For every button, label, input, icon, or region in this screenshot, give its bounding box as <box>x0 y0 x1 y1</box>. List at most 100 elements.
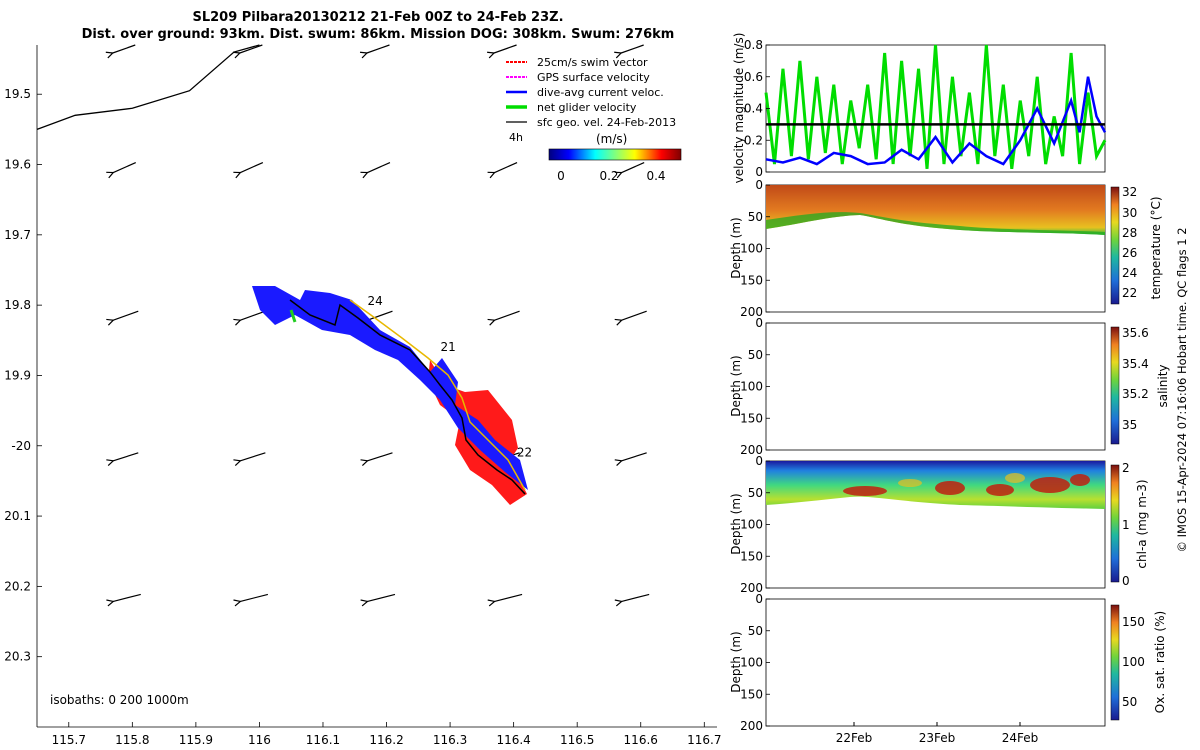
depth-tick-label: 0 <box>755 592 763 606</box>
map-x-tick-label: 116.6 <box>624 733 658 747</box>
isobaths-label: isobaths: 0 200 1000m <box>50 693 189 707</box>
depth-ticks: 0501001502000501001502000501001502000501… <box>740 178 770 733</box>
map-y-tick-label: 19.7 <box>4 228 31 242</box>
net-glider-line <box>289 299 526 495</box>
svg-text:35.2: 35.2 <box>1122 387 1149 401</box>
temperature-field <box>766 185 1105 235</box>
velocity-tick-label: 0.2 <box>744 133 763 147</box>
map-y-tick-label: 19.9 <box>4 368 31 382</box>
map-y-tick-label: 20.2 <box>4 579 31 593</box>
chl-colorbar-ticks: 2 1 0 <box>1122 461 1130 588</box>
depth-tick-label: 100 <box>740 518 763 532</box>
oxygen-label: Ox. sat. ratio (%) <box>1153 611 1167 713</box>
depth-tick-label: 100 <box>740 656 763 670</box>
map-y-tick-label: 19.5 <box>4 87 31 101</box>
map-x-tick-label: 116.2 <box>369 733 403 747</box>
svg-text:35.4: 35.4 <box>1122 357 1149 371</box>
geo-arrow <box>614 44 644 59</box>
chl-colorbar <box>1110 464 1120 583</box>
map-y-tick-label: 19.8 <box>4 298 31 312</box>
chl-label: chl-a (mg m-3) <box>1135 479 1149 568</box>
geo-arrow <box>233 161 264 179</box>
depth-tick-label: 100 <box>740 380 763 394</box>
map-x-tick-label: 116.5 <box>560 733 594 747</box>
svg-text:GPS surface velocity: GPS surface velocity <box>537 71 650 84</box>
depth-tick-label: 50 <box>748 210 763 224</box>
colorbar-unit: (m/s) <box>596 132 627 146</box>
map-x-tick-label: 116.1 <box>306 733 340 747</box>
depth-tick-label: 200 <box>740 443 763 457</box>
geo-arrow <box>487 593 523 607</box>
chart-title-line1: SL209 Pilbara20130212 21-Feb 00Z to 24-F… <box>192 10 563 25</box>
isobath-line <box>36 44 260 130</box>
map-y-tick-label: -20 <box>11 439 31 453</box>
geo-arrow <box>233 593 269 607</box>
interval-label: 4h <box>509 131 523 144</box>
day-label: 21 <box>441 340 456 354</box>
geo-arrow <box>105 44 136 59</box>
geo-arrow <box>487 161 518 179</box>
velocity-series-line <box>765 76 1107 166</box>
day-label: 22 <box>517 445 532 459</box>
map-panel: 115.7 115.8 115.9 116 116.1 116.2 116.3 116.4 11… <box>4 44 721 747</box>
svg-text:32: 32 <box>1122 185 1137 199</box>
day-labels: 24 21 22 <box>367 294 532 459</box>
depth-tick-label: 0 <box>755 178 763 192</box>
geo-arrow <box>359 44 390 59</box>
time-tick-23feb: 23Feb <box>919 731 956 745</box>
svg-text:100: 100 <box>1122 655 1145 669</box>
svg-text:sfc geo. vel. 24-Feb-2013: sfc geo. vel. 24-Feb-2013 <box>537 116 676 129</box>
gps-surface-line <box>349 299 526 491</box>
geo-arrow <box>360 452 393 467</box>
svg-text:dive-avg current veloc.: dive-avg current veloc. <box>537 86 664 99</box>
depth-tick-label: 200 <box>740 305 763 319</box>
depth-tick-label: 50 <box>748 624 763 638</box>
depth-tick-label: 200 <box>740 581 763 595</box>
copyright-note: © IMOS 15-Apr-2024 07:16:06 Hobart time.… <box>1175 227 1189 552</box>
map-x-ticks: 115.7 115.8 115.9 116 116.1 116.2 116.3 116.4 11… <box>52 722 721 747</box>
velocity-y-ticks: 0.8 0.6 0.4 0.2 0 <box>744 38 770 179</box>
geo-arrow <box>106 593 141 607</box>
depth-tick-label: 150 <box>740 411 763 425</box>
oxygen-panel: Depth (m) 150 100 50 Ox. sat. ratio (%) <box>729 598 1167 727</box>
velocity-panel: 0.8 0.6 0.4 0.2 0 velocity magnitude (m/s) <box>732 33 1107 184</box>
svg-text:26: 26 <box>1122 246 1137 260</box>
chart-title-line2: Dist. over ground: 93km. Dist. swum: 86k… <box>82 27 675 42</box>
geo-arrow <box>233 310 266 326</box>
legend-item-current-velocity: dive-avg current veloc. <box>506 86 664 99</box>
legend-item-geo-velocity: sfc geo. vel. 24-Feb-2013 <box>506 116 676 129</box>
oxygen-axes <box>765 598 1106 727</box>
salinity-colorbar <box>1110 326 1120 445</box>
map-x-tick-label: 115.9 <box>179 733 213 747</box>
colorbar-tick-2: 0.4 <box>646 169 665 183</box>
map-y-tick-label: 20.1 <box>4 509 31 523</box>
map-x-tick-label: 115.7 <box>52 733 86 747</box>
depth-tick-label: 50 <box>748 486 763 500</box>
velocity-tick-label: 0.4 <box>744 102 763 116</box>
glider-track <box>252 286 528 505</box>
net-velocity-mark <box>289 309 297 323</box>
velocity-tick-label: 0 <box>755 165 763 179</box>
colorbar-tick-1: 0.2 <box>599 169 618 183</box>
chl-surface-blend <box>898 473 1025 487</box>
velocity-ylabel: velocity magnitude (m/s) <box>732 33 746 184</box>
chl-maxima <box>843 474 1090 496</box>
map-x-tick-label: 116.3 <box>433 733 467 747</box>
oxygen-depth-label: Depth (m) <box>729 631 743 692</box>
geo-arrow <box>614 593 650 607</box>
time-tick-24feb: 24Feb <box>1002 731 1039 745</box>
map-y-tick-label: 19.6 <box>4 158 31 172</box>
depth-tick-label: 50 <box>748 348 763 362</box>
svg-text:25cm/s swim vector: 25cm/s swim vector <box>537 56 648 69</box>
svg-text:2: 2 <box>1122 461 1130 475</box>
map-x-tick-label: 116.4 <box>496 733 530 747</box>
svg-text:35.6: 35.6 <box>1122 326 1149 340</box>
geo-arrow <box>360 593 396 607</box>
legend-item-net-velocity: net glider velocity <box>506 101 637 114</box>
temperature-colorbar-ticks: 32 30 28 26 24 22 <box>1122 185 1137 300</box>
svg-text:50: 50 <box>1122 695 1137 709</box>
legend-item-swim-vector: 25cm/s swim vector <box>506 56 648 69</box>
svg-text:150: 150 <box>1122 615 1145 629</box>
current-swath <box>252 286 528 490</box>
map-legend: 25cm/s swim vector GPS surface velocity … <box>506 56 682 183</box>
